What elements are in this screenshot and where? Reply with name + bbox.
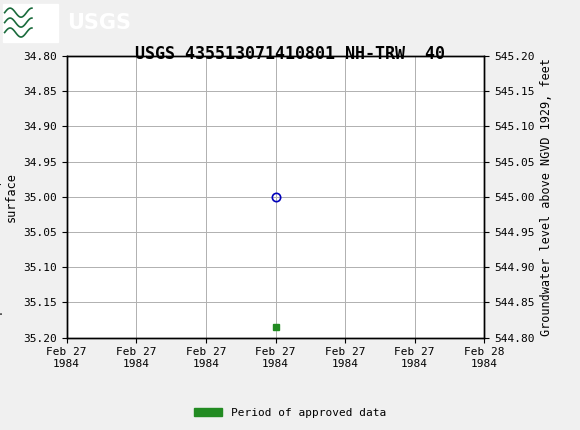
FancyBboxPatch shape [3, 3, 58, 42]
Legend: Period of approved data: Period of approved data [190, 403, 390, 422]
Y-axis label: Depth to water level, feet below land
surface: Depth to water level, feet below land su… [0, 65, 17, 329]
Y-axis label: Groundwater level above NGVD 1929, feet: Groundwater level above NGVD 1929, feet [540, 58, 553, 336]
Text: USGS: USGS [67, 12, 130, 33]
Text: USGS 435513071410801 NH-TRW  40: USGS 435513071410801 NH-TRW 40 [135, 45, 445, 63]
